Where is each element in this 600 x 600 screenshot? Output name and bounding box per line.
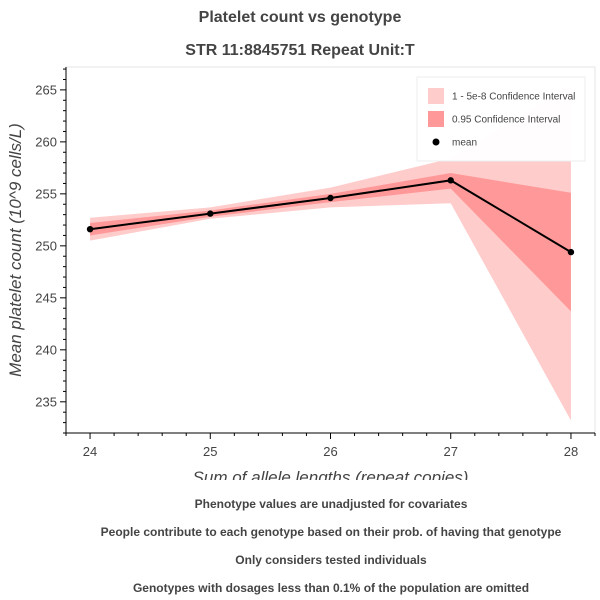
x-tick-label-26: 26 <box>323 444 337 459</box>
legend-label-0-95-confidence-interval: 0.95 Confidence Interval <box>452 115 560 126</box>
chart-area: 235 240 245 250 255 260 265 24 25 26 27 28 Sum of al… <box>6 66 596 480</box>
y-tick-label-265: 265 <box>35 82 57 97</box>
y-tick-label-250: 250 <box>35 238 57 253</box>
mean-series <box>86 177 575 256</box>
y-tick-label-235: 235 <box>35 394 57 409</box>
x-tick-label-28: 28 <box>564 444 578 459</box>
chart-title: Platelet count vs genotype <box>198 9 402 26</box>
axes: 235 240 245 250 255 260 265 24 25 26 27 28 Sum of al… <box>6 66 596 480</box>
x-tick-label-24: 24 <box>83 444 97 459</box>
chart-subtitle: STR 11:8845751 Repeat Unit:T <box>185 42 415 59</box>
legend-swatch-mean <box>432 138 440 146</box>
y-tick-label-255: 255 <box>35 186 57 201</box>
mean-point-26 <box>327 194 334 202</box>
note-genotype-probability: People contribute to each genotype based… <box>100 525 562 539</box>
legend-box <box>416 76 586 162</box>
band-1-5e-8-confidence-interval <box>90 85 571 421</box>
y-axis-label: Mean platelet count (10^9 cells/L) <box>6 123 25 377</box>
legend-swatch-0-95-confidence-interval <box>428 111 444 127</box>
y-tick-label-260: 260 <box>35 134 57 149</box>
y-tick-label-245: 245 <box>35 290 57 305</box>
legend-swatch-1-5e-8-confidence-interval <box>428 88 444 104</box>
x-tick-label-27: 27 <box>443 444 457 459</box>
legend-label-1-5e-8-confidence-interval: 1 - 5e-8 Confidence Interval <box>452 92 575 103</box>
note-tested-individuals: Only considers tested individuals <box>235 553 427 567</box>
mean-point-24 <box>86 226 94 233</box>
mean-point-27 <box>447 177 454 184</box>
x-axis-label: Sum of allele lengths (repeat copies) <box>193 468 469 480</box>
legend: 1 - 5e-8 Confidence Interval 0.95 Confide… <box>416 76 586 162</box>
note-dosage-omitted: Genotypes with dosages less than 0.1% of… <box>132 581 530 595</box>
x-tick-label-25: 25 <box>203 444 217 459</box>
y-tick-label-240: 240 <box>35 342 57 357</box>
mean-point-25 <box>207 210 214 217</box>
mean-point-28 <box>567 248 575 256</box>
note-unadjusted: Phenotype values are unadjusted for cova… <box>194 497 468 511</box>
legend-label-mean: mean <box>452 138 477 149</box>
